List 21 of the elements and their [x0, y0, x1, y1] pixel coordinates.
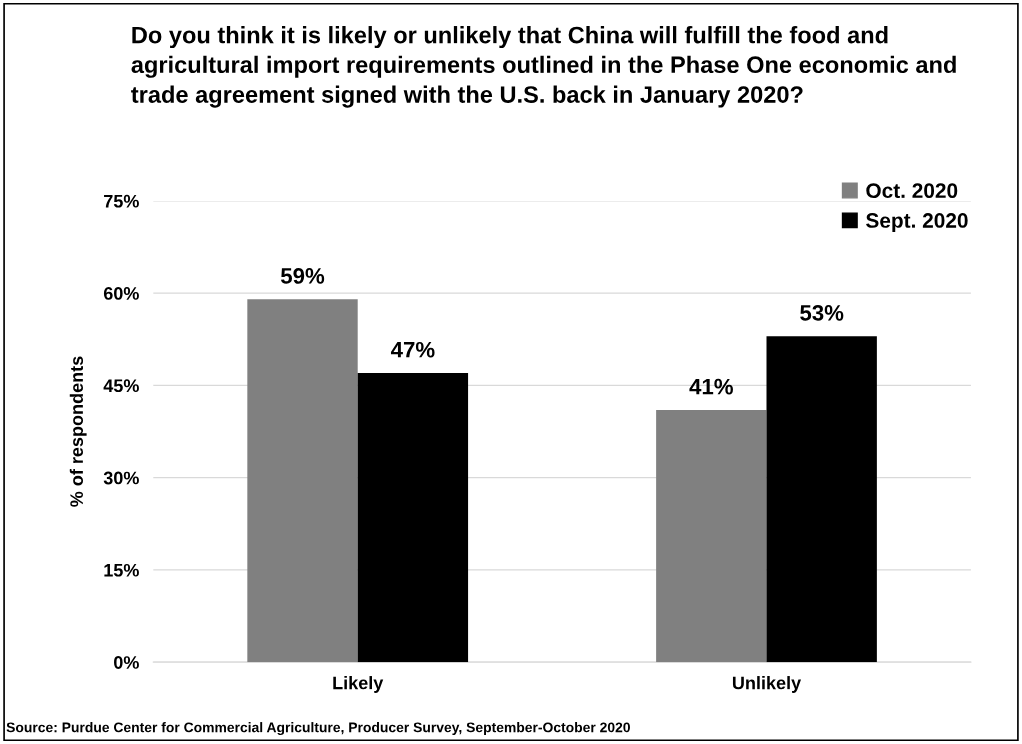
legend-label: Sept. 2020: [866, 213, 968, 232]
chart-title: Do you think it is likely or unlikely that China will fulfill the food and agricultural import requirements outlined in the Phase One economic and trade agreement signed with the U.S. back in January 2020?: [131, 26, 956, 108]
y-tick-label: 60%: [103, 287, 139, 300]
data-label: 53%: [800, 304, 844, 321]
bar: [656, 409, 767, 663]
legend-label: Oct. 2020: [866, 183, 958, 199]
y-axis-title: % of respondents: [69, 356, 87, 507]
x-tick-label: Unlikely: [732, 676, 802, 693]
bar: [357, 373, 469, 663]
y-tick-label: 75%: [104, 194, 139, 208]
data-label: 41%: [689, 378, 733, 395]
y-tick-label: 15%: [104, 563, 139, 577]
y-tick-label: 45%: [103, 379, 139, 393]
x-tick-label: Likely: [333, 676, 384, 693]
source-note: Source: Purdue Center for Commercial Agriculture, Producer Survey, September-October 2020: [6, 722, 630, 736]
y-tick-label: 30%: [103, 471, 139, 485]
bar: [766, 336, 877, 663]
data-label: 47%: [390, 341, 435, 358]
y-tick-label: 0%: [114, 656, 139, 669]
bar: [247, 299, 358, 663]
data-label: 59%: [280, 268, 325, 284]
